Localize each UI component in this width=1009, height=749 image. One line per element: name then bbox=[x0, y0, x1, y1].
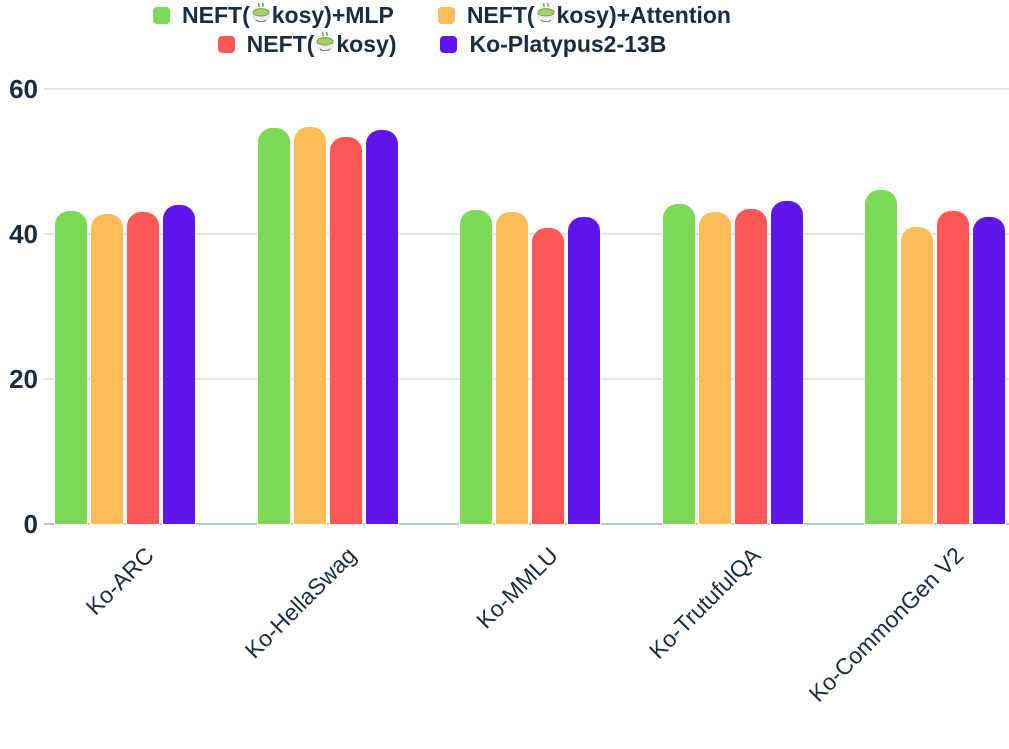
legend-label-text: kosy)+MLP bbox=[271, 2, 394, 28]
x-tick-label: Ko-CommonGen V2 bbox=[803, 542, 969, 707]
bar bbox=[127, 211, 159, 524]
x-tick-label: Ko-ARC bbox=[80, 542, 159, 621]
legend-label: Ko-Platypus2-13B bbox=[469, 31, 666, 57]
bar-group-ko-trutufulqa bbox=[662, 89, 803, 524]
bar-group-ko-mmlu bbox=[460, 89, 600, 524]
bar bbox=[568, 216, 600, 524]
bar bbox=[734, 208, 767, 524]
bar bbox=[937, 210, 969, 524]
bar bbox=[496, 212, 528, 524]
y-tick-label: 60 bbox=[9, 74, 38, 104]
legend-label-text: NEFT( bbox=[182, 2, 250, 28]
bar bbox=[163, 205, 195, 524]
bar bbox=[698, 212, 731, 524]
legend-item: Ko-Platypus2-13B bbox=[440, 31, 666, 57]
legend-label-text: NEFT( bbox=[246, 31, 315, 57]
legend-item: NEFT( kosy) bbox=[217, 31, 397, 57]
bar bbox=[329, 136, 362, 524]
x-tick-label: Ko-TrutufulQA bbox=[644, 542, 766, 664]
legend-label-text: kosy) bbox=[336, 31, 397, 57]
legend-label-text: Ko-Platypus2-13B bbox=[469, 31, 667, 57]
chart-legend: NEFT( kosy)+MLP NEFT( kosy)+Attention NEFT( k… bbox=[0, 2, 884, 57]
teacup-emoji-icon bbox=[252, 2, 270, 22]
bar bbox=[55, 210, 87, 524]
x-tick-label: Ko-HellaSwag bbox=[239, 542, 361, 664]
legend-item: NEFT( kosy)+Attention bbox=[437, 2, 731, 28]
y-tick-label: 40 bbox=[9, 219, 38, 249]
y-tick-label: 20 bbox=[9, 364, 38, 394]
bar-group-ko-arc bbox=[55, 89, 195, 524]
bar bbox=[901, 226, 933, 524]
bar bbox=[365, 130, 398, 524]
bar bbox=[865, 189, 897, 524]
bar bbox=[973, 216, 1005, 524]
bar bbox=[257, 128, 290, 524]
bar-group-ko-hellaswag bbox=[257, 89, 398, 524]
x-axis-baseline bbox=[44, 523, 1009, 525]
x-tick-label: Ko-MMLU bbox=[471, 542, 564, 634]
legend-label-text: NEFT( bbox=[466, 2, 535, 28]
bar bbox=[532, 227, 564, 524]
bar bbox=[662, 204, 695, 524]
legend-swatch-icon bbox=[217, 35, 235, 53]
gridline bbox=[44, 88, 1009, 90]
y-tick-label: 0 bbox=[23, 509, 38, 539]
teacup-emoji-icon bbox=[537, 2, 555, 22]
legend-row-2: NEFT( kosy) Ko-Platypus2-13B bbox=[217, 31, 666, 57]
legend-row-1: NEFT( kosy)+MLP NEFT( kosy)+Attention bbox=[153, 2, 731, 28]
bar-group-ko-commongen-v2 bbox=[865, 89, 1005, 524]
legend-label: NEFT( kosy)+MLP bbox=[182, 2, 394, 28]
legend-swatch-icon bbox=[440, 35, 458, 53]
legend-label: NEFT( kosy)+Attention bbox=[467, 2, 731, 28]
bar bbox=[460, 210, 492, 524]
legend-swatch-icon bbox=[153, 6, 171, 24]
legend-swatch-icon bbox=[437, 6, 455, 24]
bar bbox=[91, 213, 123, 524]
bar bbox=[293, 127, 326, 524]
legend-label: NEFT( kosy) bbox=[247, 31, 397, 57]
legend-item: NEFT( kosy)+MLP bbox=[153, 2, 394, 28]
bar bbox=[770, 201, 803, 524]
legend-label-text: kosy)+Attention bbox=[556, 2, 731, 28]
teacup-emoji-icon bbox=[316, 31, 334, 51]
